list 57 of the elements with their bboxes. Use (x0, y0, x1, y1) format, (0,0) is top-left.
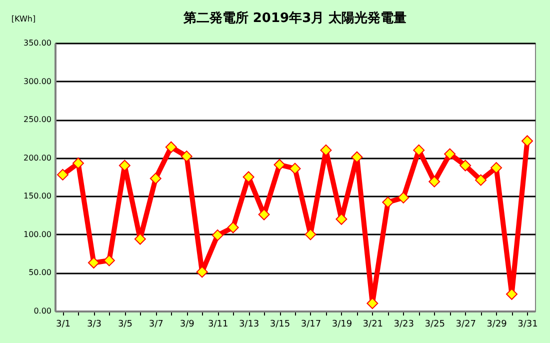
y-tick-label: 50.00 (28, 268, 52, 278)
point (165, 141, 177, 153)
x-tick-label: 3/17 (300, 320, 322, 330)
point (196, 266, 208, 278)
y-axis-title: [KWh] (11, 14, 36, 24)
point (212, 229, 224, 241)
point (460, 160, 472, 172)
x-tick-label: 3/21 (362, 320, 384, 330)
point (289, 162, 301, 174)
point (444, 148, 456, 160)
point (428, 176, 440, 188)
x-tick-label: 3/9 (180, 320, 195, 330)
point (180, 150, 192, 162)
x-tick-label: 3/5 (118, 320, 132, 330)
point (88, 257, 100, 269)
y-tick-label: 250.00 (24, 115, 52, 124)
x-tick-label: 3/3 (86, 320, 102, 330)
point (475, 174, 487, 186)
x-tick-label: 3/15 (270, 320, 290, 330)
point (490, 162, 502, 174)
point (57, 168, 68, 180)
y-tick-label: 150.00 (24, 192, 52, 201)
point (134, 233, 146, 245)
point (351, 151, 363, 163)
point (274, 159, 286, 170)
point (522, 135, 533, 147)
chart-title: 第二発電所 2019年3月 太陽光発電量 (182, 10, 407, 26)
point (398, 192, 410, 204)
x-tick-label: 3/19 (332, 320, 352, 330)
point (304, 228, 316, 240)
x-tick-label: 3/25 (424, 320, 445, 330)
point (413, 144, 425, 156)
x-tick-label: 3/7 (148, 320, 164, 330)
point (103, 254, 115, 266)
x-tick-label: 3/1 (56, 320, 70, 330)
y-tick-label: 0.00 (34, 306, 52, 316)
y-tick-label: 350.00 (24, 38, 52, 48)
point (320, 144, 332, 156)
point (336, 213, 348, 225)
x-tick-label: 3/29 (486, 320, 508, 330)
x-tick-label: 3/23 (394, 320, 414, 330)
point (242, 171, 254, 183)
point (227, 222, 239, 234)
x-tick-label: 3/13 (238, 320, 260, 330)
point (258, 208, 270, 220)
x-tick-label: 3/11 (208, 320, 228, 330)
point (72, 157, 84, 169)
point (382, 196, 394, 208)
y-tick-label: 200.00 (24, 153, 52, 162)
x-tick-label: 3/27 (456, 320, 476, 330)
y-tick-label: 100.00 (24, 230, 52, 239)
y-tick-label: 300.00 (24, 76, 52, 86)
point (150, 172, 162, 184)
point (506, 288, 518, 300)
point (366, 298, 378, 310)
point (118, 160, 130, 172)
x-tick-label: 3/31 (518, 320, 538, 330)
